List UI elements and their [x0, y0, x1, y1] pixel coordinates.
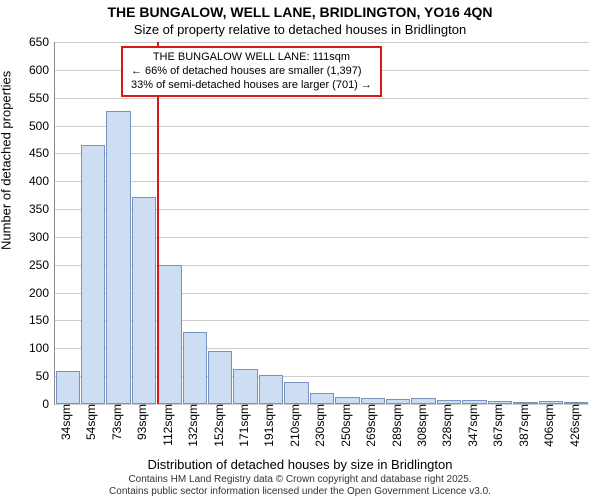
x-tick-label: 112sqm: [157, 383, 175, 425]
annotation-line-3: 33% of semi-detached houses are larger (…: [131, 79, 372, 93]
x-tick-label: 367sqm: [487, 383, 505, 426]
bar-slot: [462, 42, 487, 404]
x-tick-label: 73sqm: [106, 386, 124, 422]
x-tick-label: 132sqm: [182, 383, 200, 426]
chart-container: THE BUNGALOW, WELL LANE, BRIDLINGTON, YO…: [0, 0, 600, 500]
x-tick-label: 328sqm: [436, 383, 454, 426]
y-tick-label: 450: [29, 146, 55, 160]
y-tick-label: 400: [29, 174, 55, 188]
x-tick-label: 191sqm: [258, 383, 276, 426]
chart-subtitle: Size of property relative to detached ho…: [0, 22, 600, 38]
bar: [106, 111, 130, 404]
x-tick-label: 152sqm: [208, 383, 226, 426]
x-tick-label: 426sqm: [564, 383, 582, 426]
y-tick-label: 0: [42, 397, 55, 411]
bar-slot: [487, 42, 512, 404]
bar-slot: [80, 42, 105, 404]
bar: [132, 197, 156, 404]
y-tick-label: 650: [29, 35, 55, 49]
y-tick-label: 50: [36, 369, 55, 383]
y-tick-label: 600: [29, 63, 55, 77]
bar-slot: [538, 42, 563, 404]
x-tick-label: 171sqm: [233, 383, 251, 426]
x-tick-label: 387sqm: [513, 383, 531, 426]
bar: [81, 145, 105, 404]
x-tick-label: 230sqm: [309, 383, 327, 426]
y-tick-label: 100: [29, 341, 55, 355]
bar-slot: [563, 42, 588, 404]
x-tick-label: 250sqm: [335, 383, 353, 426]
y-tick-label: 550: [29, 91, 55, 105]
y-tick-label: 500: [29, 119, 55, 133]
y-tick-label: 300: [29, 230, 55, 244]
y-tick-label: 250: [29, 258, 55, 272]
y-tick-label: 150: [29, 313, 55, 327]
bar-slot: [513, 42, 538, 404]
bar-slot: [55, 42, 80, 404]
x-tick-label: 93sqm: [131, 386, 149, 422]
y-axis-label: Number of detached properties: [0, 71, 14, 250]
plot-area: THE BUNGALOW WELL LANE: 111sqm ← 66% of …: [54, 42, 589, 405]
x-tick-label: 406sqm: [538, 383, 556, 426]
x-tick-label: 347sqm: [462, 383, 480, 426]
annotation-line-2: ← 66% of detached houses are smaller (1,…: [131, 65, 372, 79]
annotation-box: THE BUNGALOW WELL LANE: 111sqm ← 66% of …: [121, 46, 382, 97]
attribution: Contains HM Land Registry data © Crown c…: [0, 474, 600, 498]
bar-slot: [385, 42, 410, 404]
y-tick-label: 350: [29, 202, 55, 216]
bar-slot: [436, 42, 461, 404]
attribution-line-2: Contains public sector information licen…: [0, 486, 600, 498]
x-tick-label: 54sqm: [80, 386, 98, 422]
chart-title: THE BUNGALOW, WELL LANE, BRIDLINGTON, YO…: [0, 0, 600, 22]
x-tick-label: 34sqm: [55, 386, 73, 422]
x-axis-label: Distribution of detached houses by size …: [0, 457, 600, 472]
x-tick-label: 210sqm: [284, 383, 302, 426]
attribution-line-1: Contains HM Land Registry data © Crown c…: [0, 474, 600, 486]
y-tick-label: 200: [29, 286, 55, 300]
x-tick-label: 269sqm: [360, 383, 378, 426]
x-tick-label: 289sqm: [386, 383, 404, 426]
bar-slot: [411, 42, 436, 404]
annotation-line-1: THE BUNGALOW WELL LANE: 111sqm: [131, 51, 372, 65]
x-tick-label: 308sqm: [411, 383, 429, 426]
